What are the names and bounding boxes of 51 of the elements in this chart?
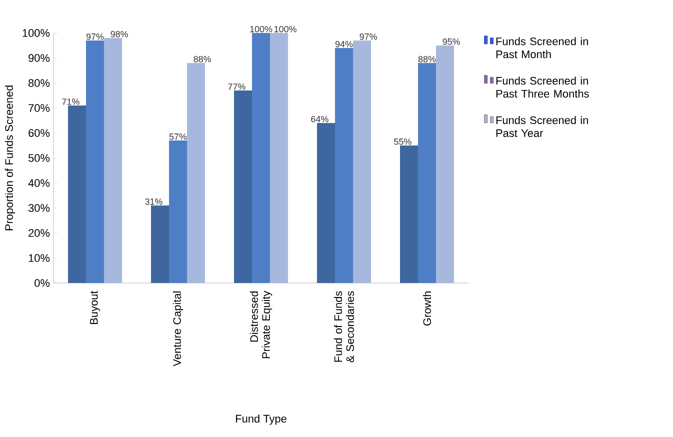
x-tick-label: Distressed Private Equity bbox=[250, 290, 272, 358]
legend-label: Funds Screened in Past Year bbox=[496, 116, 588, 138]
x-tick-label: Growth bbox=[422, 291, 432, 326]
bar bbox=[436, 45, 454, 283]
data-label: 31% bbox=[145, 198, 162, 205]
bar bbox=[104, 38, 122, 283]
bar bbox=[335, 48, 353, 283]
bar bbox=[400, 146, 418, 283]
bar bbox=[151, 206, 169, 283]
bar bbox=[234, 90, 252, 283]
data-label: 100% bbox=[274, 26, 296, 32]
bar bbox=[418, 62, 436, 283]
x-axis-title: Fund Type bbox=[236, 414, 286, 425]
data-label: 77% bbox=[228, 84, 246, 90]
bar bbox=[252, 32, 270, 283]
bar bbox=[86, 40, 104, 283]
data-label: 57% bbox=[169, 133, 187, 140]
legend-label: Funds Screened in Past Month bbox=[496, 37, 588, 58]
y-tick-label: 20% bbox=[28, 229, 50, 237]
bar bbox=[353, 40, 371, 283]
bar bbox=[187, 62, 205, 283]
y-tick-label: 40% bbox=[28, 179, 50, 187]
data-label: 88% bbox=[194, 56, 211, 62]
data-label: 55% bbox=[394, 138, 412, 145]
y-tick-label: 80% bbox=[28, 79, 50, 87]
y-tick-label: 50% bbox=[28, 154, 50, 162]
legend-label: Funds Screened in Past Three Months bbox=[496, 76, 589, 98]
data-label: 97% bbox=[86, 33, 104, 40]
bar bbox=[270, 32, 288, 283]
x-tick-label: Fund of Funds & Secondaries bbox=[334, 291, 354, 362]
data-label: 97% bbox=[360, 33, 377, 40]
data-label: 64% bbox=[311, 116, 328, 122]
data-label: 94% bbox=[335, 40, 353, 48]
bar bbox=[317, 123, 335, 283]
data-label: 98% bbox=[110, 30, 128, 38]
y-tick-label: 60% bbox=[28, 129, 50, 137]
data-label: 88% bbox=[418, 56, 436, 62]
data-label: 95% bbox=[442, 38, 460, 45]
y-tick-label: 30% bbox=[28, 204, 50, 212]
y-tick-label: 70% bbox=[28, 104, 50, 112]
y-tick-label: 90% bbox=[28, 54, 50, 62]
bar bbox=[68, 106, 86, 283]
bar bbox=[169, 140, 187, 283]
data-label: 71% bbox=[62, 98, 80, 105]
x-tick-label: Buyout bbox=[90, 290, 100, 324]
y-tick-label: 10% bbox=[28, 254, 50, 262]
data-label: 100% bbox=[250, 26, 272, 32]
y-tick-label: 0% bbox=[34, 279, 50, 287]
y-tick-label: 100% bbox=[22, 29, 50, 37]
x-tick-label: Venture Capital bbox=[172, 292, 184, 366]
y-axis-title: Proportion of Funds Screened bbox=[4, 86, 16, 230]
